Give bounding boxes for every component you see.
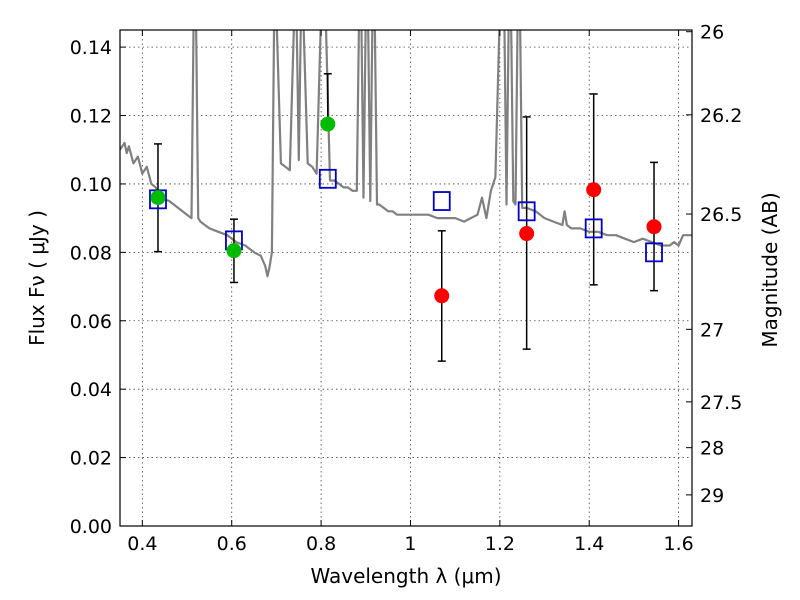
y-tick-label: 0.14: [70, 37, 112, 59]
y-tick-label: 0.02: [70, 448, 112, 470]
observed-flux-point: [434, 288, 450, 304]
y2-tick-label: 29: [700, 485, 724, 507]
model-flux-square: [517, 201, 536, 222]
y-tick-label: 0.06: [70, 311, 112, 333]
y-tick-label: 0.12: [70, 106, 112, 128]
observed-flux-point: [320, 116, 336, 132]
y-axis-label: Flux Fν ( μJy ): [25, 210, 49, 346]
y-tick-label: 0.04: [70, 379, 112, 401]
y2-tick-label: 26: [700, 22, 724, 44]
y-tick-label: 0.10: [70, 174, 112, 196]
observed-flux-point: [586, 182, 602, 198]
gridlines: [120, 30, 692, 527]
y2-axis-label: Magnitude (AB): [758, 192, 782, 347]
y2-tick-label: 27: [700, 319, 724, 341]
observed-flux-point: [226, 243, 242, 259]
y-tick-label: 0.08: [70, 242, 112, 264]
x-tick-label: 0.6: [217, 533, 247, 555]
y2-tick-label: 26.2: [700, 105, 742, 127]
x-tick-label: 1: [404, 533, 416, 555]
plot-frame: [119, 29, 693, 527]
plot-data: [120, 30, 692, 362]
observed-flux-point: [519, 226, 535, 242]
x-tick-label: 0.4: [127, 533, 157, 555]
model-flux-square: [584, 218, 603, 239]
observed-flux-point: [646, 219, 662, 235]
x-tick-label: 0.8: [306, 533, 336, 555]
x-tick-label: 1.2: [485, 533, 515, 555]
axis-ticks: 0.4 0.6 0.8 1 1.2 1.4 1.6 0.00 0.02 0.04 0.06 0.08 0…: [70, 22, 743, 555]
x-tick-label: 1.4: [574, 533, 604, 555]
observed-flux-point: [150, 190, 166, 206]
sed-model-line: [120, 30, 692, 278]
y2-tick-label: 26.5: [700, 204, 742, 226]
model-flux-square: [432, 191, 451, 211]
y2-tick-label: 28: [700, 438, 724, 460]
model-flux-square: [318, 168, 337, 189]
y-tick-label: 0.00: [70, 516, 112, 538]
x-axis-label: Wavelength λ (μm): [310, 564, 501, 588]
model-flux-square: [645, 242, 663, 263]
x-tick-label: 1.6: [663, 533, 693, 555]
y2-tick-label: 27.5: [700, 392, 742, 414]
